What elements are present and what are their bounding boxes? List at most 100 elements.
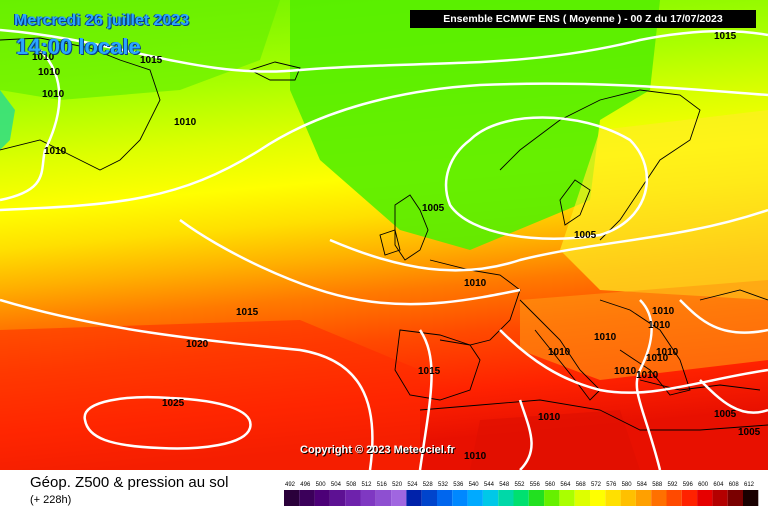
legend-swatch bbox=[635, 490, 652, 506]
isobar-label: 1010 bbox=[636, 370, 659, 381]
green-cyan-spot bbox=[0, 90, 15, 150]
legend-swatch bbox=[284, 490, 300, 506]
isobar-label: 1010 bbox=[548, 347, 571, 358]
isobar-1010-med bbox=[499, 329, 768, 394]
legend-tick-label: 568 bbox=[576, 482, 587, 488]
legend-tick-label: 604 bbox=[713, 482, 724, 488]
legend-swatch bbox=[299, 490, 315, 506]
isobar-label: 1015 bbox=[418, 366, 441, 377]
forecast-local-time: 14:00 locale bbox=[16, 34, 141, 59]
legend-tick-label: 540 bbox=[469, 482, 480, 488]
isobar-1015-north bbox=[0, 28, 768, 73]
legend-swatch bbox=[620, 490, 636, 506]
legend-tick-label: 520 bbox=[392, 482, 403, 488]
isobars bbox=[0, 28, 768, 470]
legend-swatch bbox=[467, 490, 483, 506]
isobar-label: 1015 bbox=[714, 31, 737, 42]
legend-swatch bbox=[360, 490, 376, 506]
legend-tick-label: 588 bbox=[652, 482, 663, 488]
isobar-label: 1010 bbox=[44, 146, 67, 157]
legend-tick-label: 528 bbox=[423, 482, 434, 488]
legend-tick-label: 580 bbox=[622, 482, 633, 488]
legend-swatch bbox=[482, 490, 499, 506]
legend-swatch bbox=[329, 490, 346, 506]
model-run-header: Ensemble ECMWF ENS ( Moyenne ) - 00 Z du… bbox=[410, 10, 756, 28]
isobar-1020 bbox=[0, 298, 374, 470]
legend-tick-label: 576 bbox=[606, 482, 617, 488]
red-high-atlantic bbox=[0, 320, 420, 470]
legend-swatch bbox=[605, 490, 621, 506]
legend-tick-label: 492 bbox=[285, 482, 296, 488]
isobar-labels: 1015 1015 1010 1010 1010 1010 1010 1005 … bbox=[32, 31, 761, 462]
isobar-label: 1010 bbox=[614, 366, 637, 377]
isobar-label: 1010 bbox=[656, 347, 679, 358]
isobar-1010-europe bbox=[329, 208, 768, 272]
legend-tick-label: 596 bbox=[683, 482, 694, 488]
legend-tick-label: 572 bbox=[591, 482, 602, 488]
isobar-1005-east bbox=[699, 379, 768, 414]
yellow-band-east bbox=[560, 110, 768, 300]
isobar-1005-scandinavia bbox=[444, 116, 649, 240]
isobar-1010-africa bbox=[518, 399, 533, 470]
legend-swatch bbox=[528, 490, 545, 506]
legend-tick-label: 556 bbox=[530, 482, 541, 488]
forecast-date: Mercredi 26 juillet 2023 bbox=[14, 12, 190, 29]
isobar-1010-atlantic bbox=[0, 82, 768, 212]
legend-swatch bbox=[681, 490, 698, 506]
legend-swatch bbox=[727, 490, 743, 506]
green-trough-north bbox=[290, 0, 660, 250]
dark-red-sahara bbox=[470, 410, 640, 470]
legend-tick-label: 544 bbox=[484, 482, 495, 488]
isobar-label: 1010 bbox=[42, 89, 65, 100]
copyright-notice: Copyright © 2023 Meteociel.fr bbox=[300, 444, 455, 456]
legend-swatch bbox=[697, 490, 713, 506]
isobar-1015-central bbox=[179, 218, 521, 306]
legend-swatch bbox=[452, 490, 468, 506]
legend-tick-label: 584 bbox=[637, 482, 648, 488]
isobar-label: 1010 bbox=[32, 52, 55, 63]
isobar-label: 1010 bbox=[538, 412, 561, 423]
legend-swatch bbox=[743, 490, 759, 506]
isobar-label: 1010 bbox=[38, 67, 61, 78]
legend-swatch bbox=[375, 490, 392, 506]
legend-swatch bbox=[666, 490, 682, 506]
legend-swatch bbox=[421, 490, 437, 506]
isobar-label: 1010 bbox=[464, 451, 487, 462]
isobar-1015-iberia bbox=[418, 329, 433, 470]
legend-tick-label: 512 bbox=[362, 482, 373, 488]
isobar-label: 1005 bbox=[574, 230, 597, 241]
isobar-1010-balkans bbox=[635, 299, 662, 470]
isobar-label: 1015 bbox=[236, 307, 259, 318]
legend-swatch bbox=[574, 490, 590, 506]
legend-swatch bbox=[544, 490, 560, 506]
isobar-label: 1005 bbox=[422, 203, 445, 214]
isobar-label: 1010 bbox=[652, 306, 675, 317]
legend-tick-label: 548 bbox=[499, 482, 510, 488]
isobar-label: 1005 bbox=[738, 427, 761, 438]
legend-swatch bbox=[559, 490, 575, 506]
isobar-label: 1010 bbox=[594, 332, 617, 343]
forecast-lead-time: (+ 228h) bbox=[30, 494, 72, 506]
isobar-label: 1005 bbox=[714, 409, 737, 420]
legend-tick-label: 516 bbox=[377, 482, 388, 488]
legend-tick-label: 608 bbox=[729, 482, 740, 488]
legend-tick-label: 504 bbox=[331, 482, 342, 488]
isobar-label: 1010 bbox=[646, 353, 669, 364]
isobar-1025-high bbox=[83, 395, 252, 450]
legend-tick-label: 536 bbox=[453, 482, 464, 488]
isobar-label: 1010 bbox=[174, 117, 197, 128]
color-scale-legend: 492 496 500 504 508 512 516 520 524 528 532 536 540 5… bbox=[284, 482, 759, 506]
legend-tick-label: 500 bbox=[316, 482, 327, 488]
legend-tick-label: 564 bbox=[560, 482, 571, 488]
legend-tick-label: 532 bbox=[438, 482, 449, 488]
legend-swatch bbox=[712, 490, 728, 506]
isobar-label: 1010 bbox=[648, 320, 671, 331]
isobar-label: 1020 bbox=[186, 339, 209, 350]
legend-swatch bbox=[391, 490, 407, 506]
legend-swatch bbox=[498, 490, 514, 506]
green-northwest bbox=[0, 0, 280, 100]
legend-swatch bbox=[314, 490, 330, 506]
legend-swatch bbox=[590, 490, 606, 506]
legend-tick-label: 592 bbox=[668, 482, 679, 488]
